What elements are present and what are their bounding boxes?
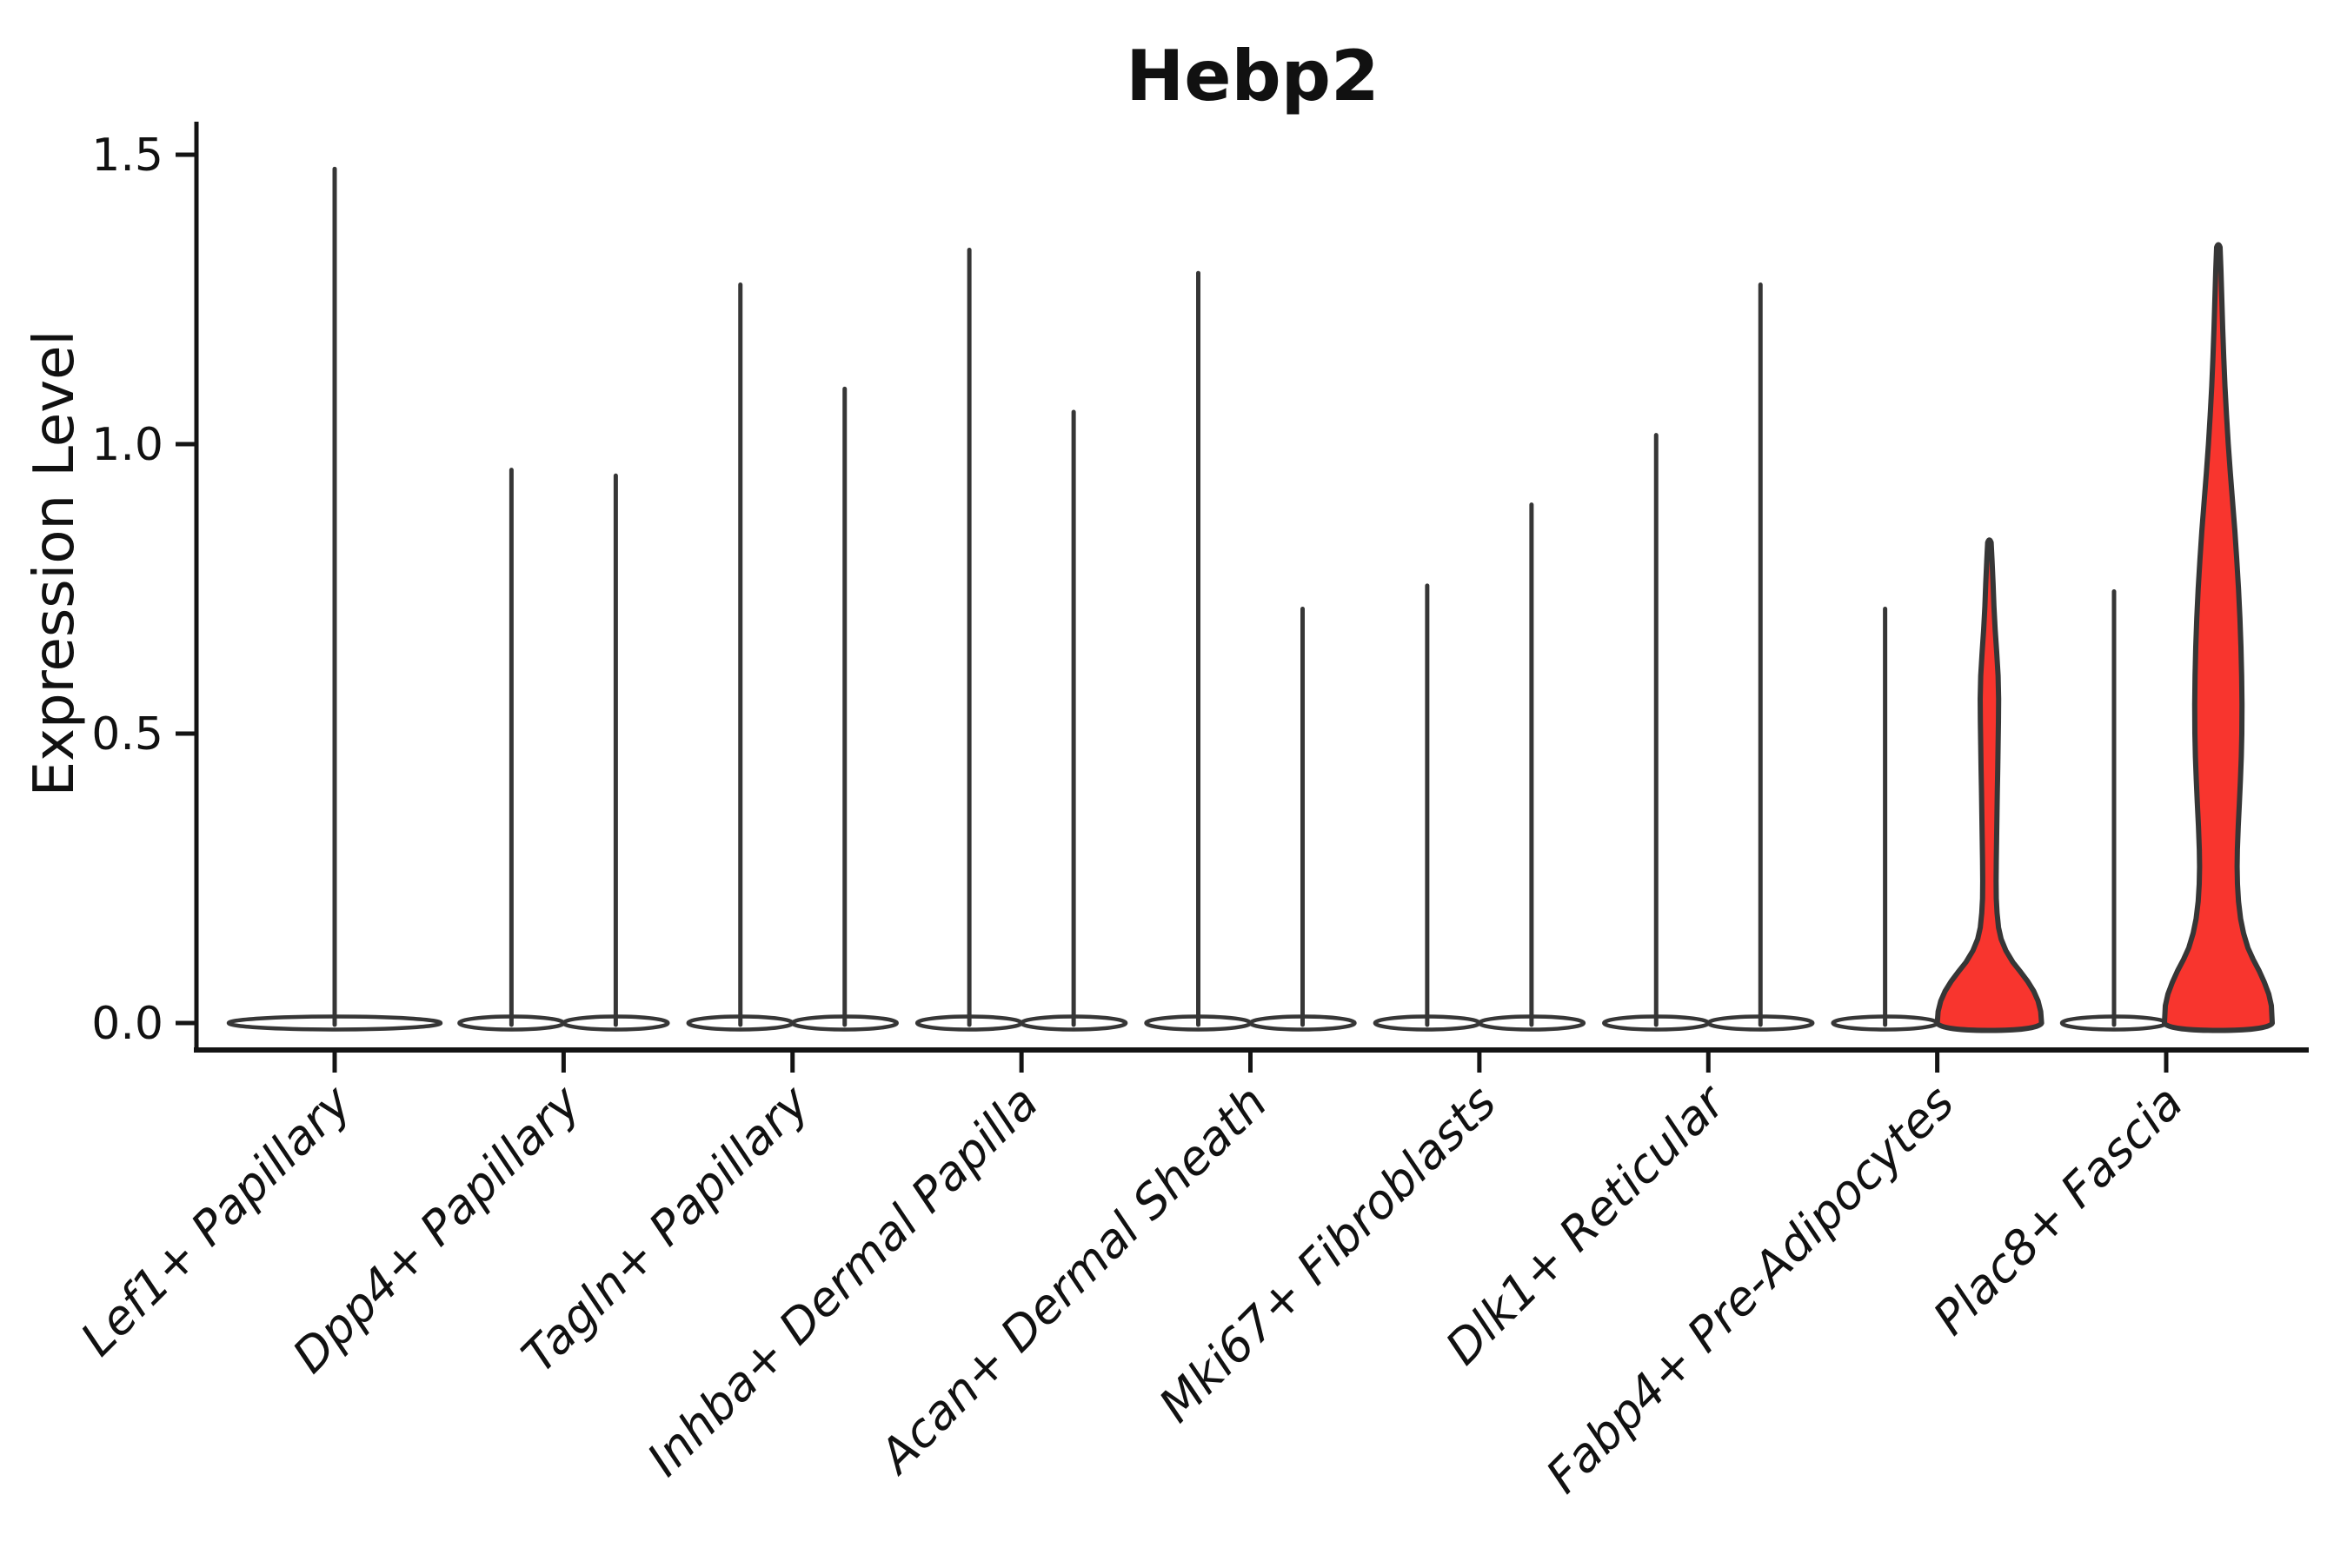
violin-highlighted [2162,242,2275,1033]
violin-highlighted [1934,537,2044,1033]
y-axis-label: Expression Level [23,330,87,797]
y-tick-label: 0.5 [91,708,163,761]
violins [226,166,2275,1033]
axes [176,122,2309,1073]
y-tick-label: 1.0 [91,419,163,471]
y-tick-label: 1.5 [91,130,163,182]
y-tick-label: 0.0 [91,998,163,1050]
chart-title: Hebp2 [1126,36,1379,116]
